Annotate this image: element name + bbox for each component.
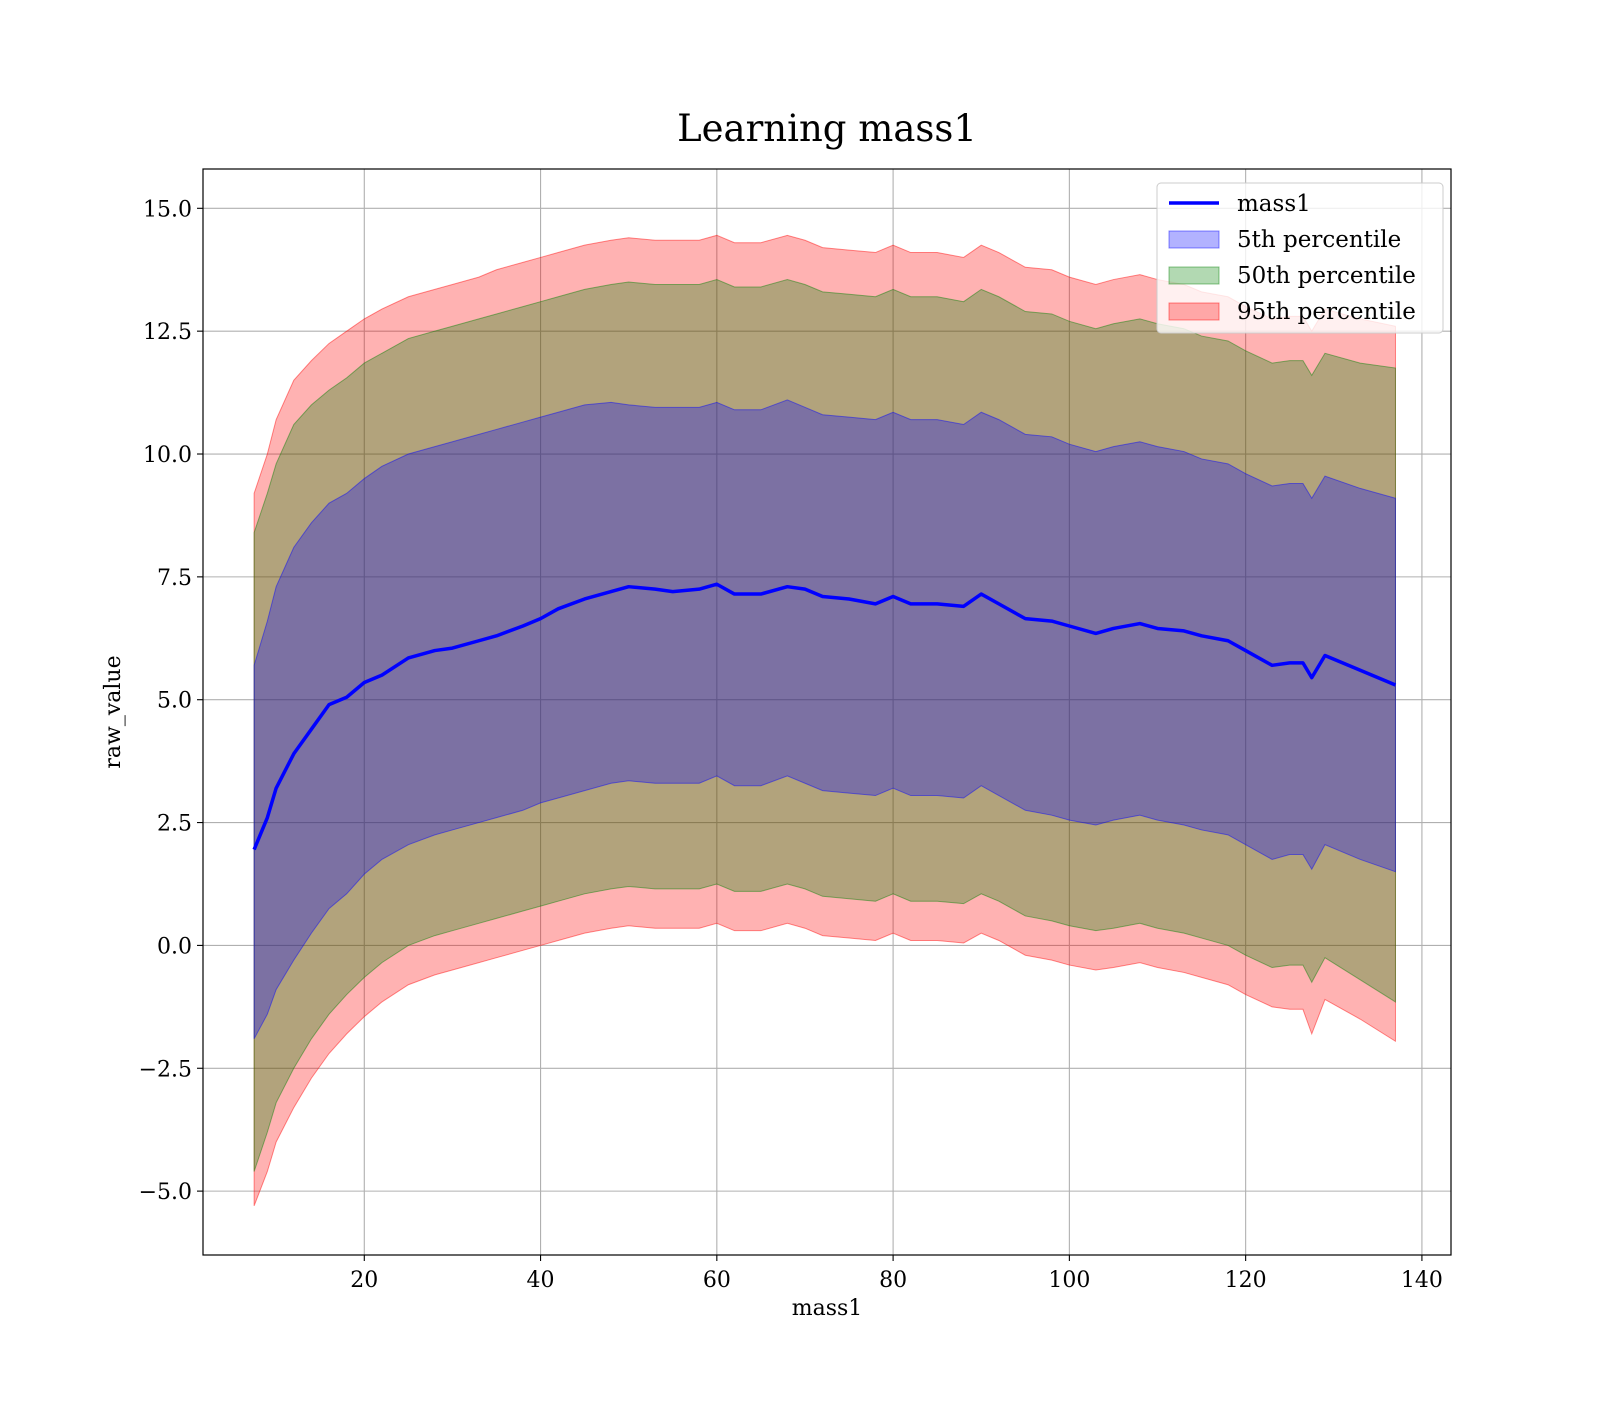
y-tick-label: 0.0 <box>157 934 192 959</box>
legend-swatch-50th-percentile <box>1168 266 1220 285</box>
legend-label-5th-percentile: 5th percentile <box>1237 227 1401 253</box>
x-axis-label: mass1 <box>792 1296 863 1321</box>
line-series-mass1 <box>252 582 1397 851</box>
x-tick-label: 120 <box>1225 1268 1267 1293</box>
plot-area-frame <box>202 168 1452 1256</box>
y-tick-label: 12.5 <box>143 320 192 345</box>
x-tick-label: 20 <box>350 1268 378 1293</box>
y-tick-label: −2.5 <box>139 1057 192 1082</box>
legend-label-95th-percentile: 95th percentile <box>1237 299 1416 325</box>
legend-label-50th-percentile: 50th percentile <box>1237 263 1416 289</box>
x-tick-label: 80 <box>879 1268 907 1293</box>
y-axis-label: raw_value <box>101 655 126 768</box>
legend: mass1 5th percentile 50th percentile 95th p… <box>1156 182 1444 334</box>
x-tick-label: 60 <box>703 1268 731 1293</box>
band-95th-percentile <box>253 234 1396 1207</box>
x-tick-label: 140 <box>1401 1268 1443 1293</box>
y-tick-label: 15.0 <box>143 197 192 222</box>
band-50th-percentile <box>253 279 1396 1172</box>
x-tick-label: 100 <box>1048 1268 1090 1293</box>
y-tick-label: −5.0 <box>139 1180 192 1205</box>
band-5th-percentile <box>253 399 1396 1040</box>
legend-swatch-5th-percentile <box>1168 230 1220 249</box>
legend-swatch-95th-percentile <box>1168 302 1220 321</box>
y-tick-label: 10.0 <box>143 443 192 468</box>
x-tick-label: 40 <box>527 1268 555 1293</box>
chart-title: Learning mass1 <box>677 107 977 150</box>
legend-box <box>1156 182 1444 334</box>
y-tick-label: 7.5 <box>157 566 192 591</box>
legend-label-mass1: mass1 <box>1237 191 1311 217</box>
y-tick-label: 5.0 <box>157 689 192 714</box>
y-tick-label: 2.5 <box>157 812 192 837</box>
